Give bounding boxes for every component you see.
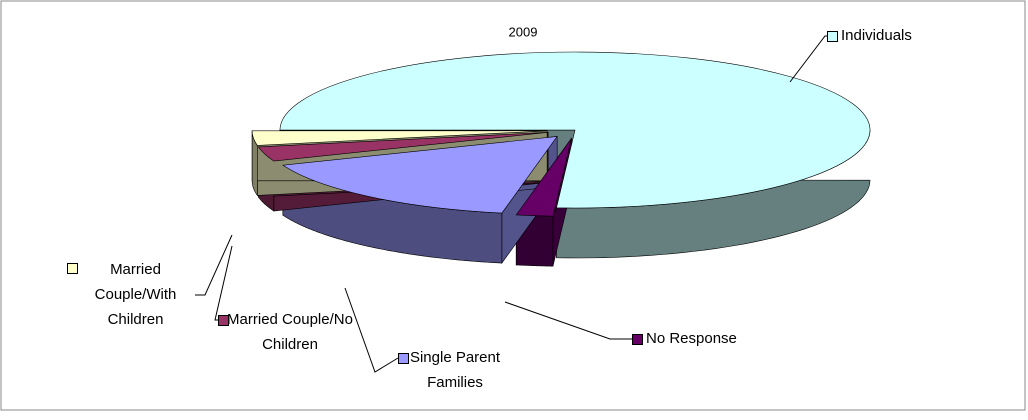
chart-title: 2009 — [509, 24, 538, 39]
legend-key — [398, 353, 409, 364]
legend-key — [67, 263, 78, 274]
slice — [251, 130, 548, 146]
leader-line — [504, 301, 632, 340]
legend-key — [827, 31, 838, 42]
slice-label: Individuals — [841, 27, 912, 44]
slice — [282, 136, 558, 214]
slice-tops — [251, 51, 871, 217]
slice-label: Married Couple/No Children — [227, 311, 353, 353]
slice-label: No Response — [646, 330, 737, 347]
slice — [279, 51, 871, 209]
legend-key — [218, 315, 229, 326]
legend-key — [632, 334, 643, 345]
slice-label: Married Couple/With Children — [94, 261, 177, 328]
slice — [515, 138, 572, 217]
leader-line — [214, 245, 233, 321]
leader-line — [344, 287, 399, 373]
slice-label: Single Parent Families — [409, 349, 501, 391]
slice — [257, 132, 549, 162]
leader-line — [195, 234, 233, 296]
